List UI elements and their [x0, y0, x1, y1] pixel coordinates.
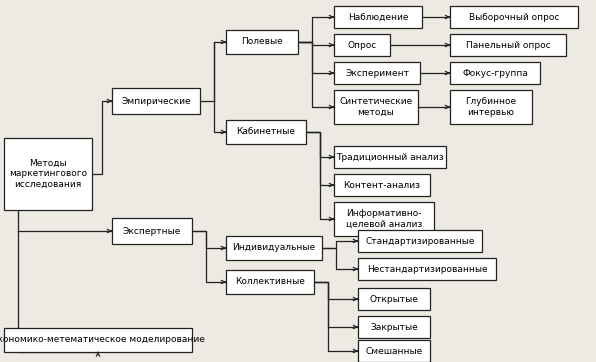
Text: Фокус-группа: Фокус-группа: [462, 68, 528, 77]
Text: Нестандартизированные: Нестандартизированные: [367, 265, 488, 274]
FancyBboxPatch shape: [358, 340, 430, 362]
Text: Индивидуальные: Индивидуальные: [232, 244, 315, 253]
FancyBboxPatch shape: [358, 230, 482, 252]
Text: Экспертные: Экспертные: [123, 227, 181, 236]
Text: Полевые: Полевые: [241, 38, 283, 46]
Text: Эмпирические: Эмпирические: [121, 97, 191, 105]
FancyBboxPatch shape: [334, 146, 446, 168]
Text: Закрытые: Закрытые: [370, 323, 418, 332]
Text: Панельный опрос: Панельный опрос: [465, 41, 550, 50]
Text: Опрос: Опрос: [347, 41, 377, 50]
Text: Коллективные: Коллективные: [235, 278, 305, 286]
Text: Синтетические
методы: Синтетические методы: [339, 97, 412, 117]
Text: Экономико-метематическое моделирование: Экономико-метематическое моделирование: [0, 336, 205, 345]
FancyBboxPatch shape: [358, 316, 430, 338]
Text: Смешанные: Смешанные: [365, 346, 423, 355]
FancyBboxPatch shape: [450, 34, 566, 56]
FancyBboxPatch shape: [4, 328, 192, 352]
FancyBboxPatch shape: [358, 258, 496, 280]
FancyBboxPatch shape: [334, 6, 422, 28]
FancyBboxPatch shape: [334, 174, 430, 196]
FancyBboxPatch shape: [450, 6, 578, 28]
FancyBboxPatch shape: [450, 90, 532, 124]
Text: Эксперимент: Эксперимент: [345, 68, 409, 77]
Text: Открытые: Открытые: [370, 295, 418, 303]
Text: Глубинное
интервью: Глубинное интервью: [465, 97, 517, 117]
Text: Традиционный анализ: Традиционный анализ: [336, 152, 444, 161]
FancyBboxPatch shape: [226, 30, 298, 54]
Text: Контент-анализ: Контент-анализ: [343, 181, 421, 189]
FancyBboxPatch shape: [358, 288, 430, 310]
FancyBboxPatch shape: [4, 138, 92, 210]
FancyBboxPatch shape: [112, 88, 200, 114]
FancyBboxPatch shape: [334, 202, 434, 236]
Text: Кабинетные: Кабинетные: [237, 127, 296, 136]
FancyBboxPatch shape: [226, 120, 306, 144]
Text: Выборочный опрос: Выборочный опрос: [469, 13, 559, 21]
Text: Стандартизированные: Стандартизированные: [365, 236, 475, 245]
Text: Методы
маркетингового
исследования: Методы маркетингового исследования: [9, 159, 87, 189]
FancyBboxPatch shape: [112, 218, 192, 244]
Text: Информативно-
целевой анализ: Информативно- целевой анализ: [346, 209, 422, 229]
FancyBboxPatch shape: [226, 236, 322, 260]
FancyBboxPatch shape: [334, 62, 420, 84]
FancyBboxPatch shape: [226, 270, 314, 294]
FancyBboxPatch shape: [450, 62, 540, 84]
Text: Наблюдение: Наблюдение: [347, 13, 408, 21]
FancyBboxPatch shape: [334, 34, 390, 56]
FancyBboxPatch shape: [334, 90, 418, 124]
